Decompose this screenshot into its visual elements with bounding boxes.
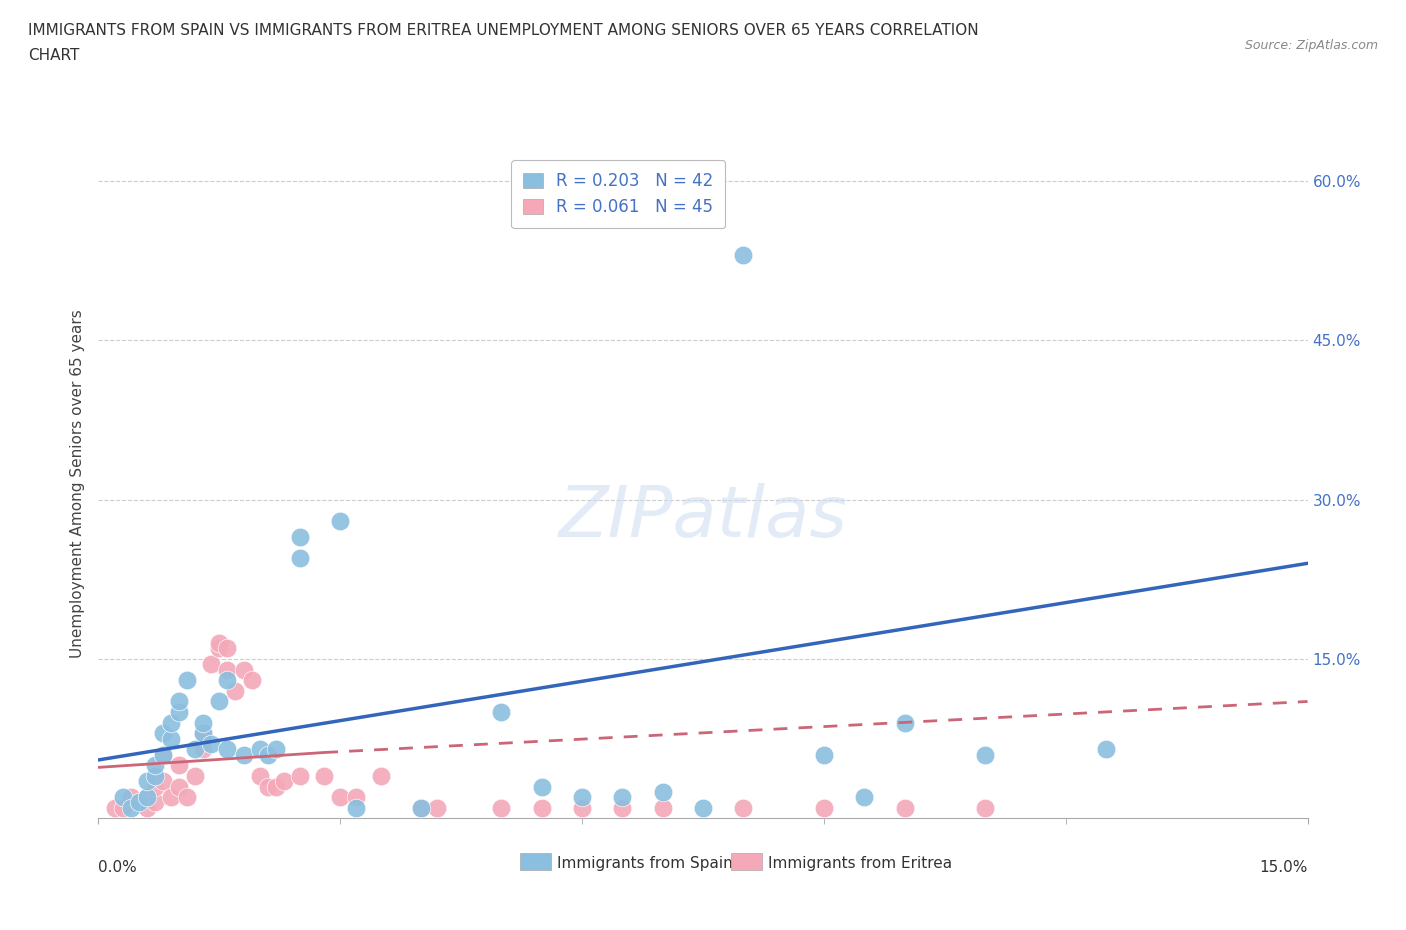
Point xyxy=(370,768,392,783)
Text: Source: ZipAtlas.com: Source: ZipAtlas.com xyxy=(1244,39,1378,52)
Point xyxy=(135,790,157,804)
Point xyxy=(974,801,997,816)
Point xyxy=(167,694,190,709)
Point xyxy=(152,726,174,741)
Point xyxy=(193,742,215,757)
Point xyxy=(612,790,634,804)
Point xyxy=(111,801,134,816)
Point xyxy=(176,790,198,804)
Point xyxy=(184,742,207,757)
Point xyxy=(256,747,278,762)
Point xyxy=(217,742,239,757)
Text: CHART: CHART xyxy=(28,48,80,63)
Point xyxy=(264,779,287,794)
Point xyxy=(217,641,239,656)
Point xyxy=(813,747,835,762)
Point xyxy=(167,779,190,794)
Point xyxy=(232,662,254,677)
Point xyxy=(160,715,183,730)
Point xyxy=(893,801,915,816)
Point xyxy=(329,513,352,528)
Text: Immigrants from Spain: Immigrants from Spain xyxy=(557,856,733,870)
Text: IMMIGRANTS FROM SPAIN VS IMMIGRANTS FROM ERITREA UNEMPLOYMENT AMONG SENIORS OVER: IMMIGRANTS FROM SPAIN VS IMMIGRANTS FROM… xyxy=(28,23,979,38)
Point xyxy=(651,801,673,816)
Point xyxy=(530,779,553,794)
Point xyxy=(288,551,311,565)
Point xyxy=(426,801,449,816)
Point xyxy=(152,747,174,762)
Point xyxy=(733,801,755,816)
Point xyxy=(184,768,207,783)
Point xyxy=(135,790,157,804)
Text: ZIPatlas: ZIPatlas xyxy=(558,483,848,551)
Point xyxy=(143,795,166,810)
Point xyxy=(160,790,183,804)
Point xyxy=(249,768,271,783)
Point xyxy=(571,790,593,804)
Point xyxy=(813,801,835,816)
Legend: R = 0.203   N = 42, R = 0.061   N = 45: R = 0.203 N = 42, R = 0.061 N = 45 xyxy=(512,161,725,228)
Point xyxy=(200,737,222,751)
Point xyxy=(103,801,125,816)
Point xyxy=(240,672,263,687)
Point xyxy=(612,801,634,816)
Point xyxy=(491,801,513,816)
Point xyxy=(264,742,287,757)
Point xyxy=(193,715,215,730)
Point xyxy=(217,672,239,687)
Point xyxy=(344,801,367,816)
Point xyxy=(249,742,271,757)
Text: 15.0%: 15.0% xyxy=(1260,860,1308,875)
Point xyxy=(288,768,311,783)
Point xyxy=(193,726,215,741)
Point xyxy=(143,758,166,773)
Point xyxy=(135,801,157,816)
Point xyxy=(974,747,997,762)
Text: 0.0%: 0.0% xyxy=(98,860,138,875)
Point xyxy=(160,731,183,746)
Point xyxy=(530,801,553,816)
Point xyxy=(208,641,231,656)
Point xyxy=(120,790,142,804)
Point xyxy=(120,801,142,816)
Point xyxy=(733,247,755,262)
Point xyxy=(853,790,876,804)
Point xyxy=(143,768,166,783)
Point xyxy=(692,801,714,816)
Point xyxy=(256,779,278,794)
Point xyxy=(217,662,239,677)
Point xyxy=(409,801,432,816)
Point xyxy=(208,635,231,650)
Point xyxy=(200,657,222,671)
Point xyxy=(314,768,336,783)
Point xyxy=(193,726,215,741)
Point xyxy=(128,795,150,810)
Text: Immigrants from Eritrea: Immigrants from Eritrea xyxy=(768,856,952,870)
Point xyxy=(273,774,295,789)
Point xyxy=(651,784,673,799)
Point xyxy=(167,705,190,720)
Point xyxy=(135,774,157,789)
Point xyxy=(208,694,231,709)
Point xyxy=(152,774,174,789)
Point xyxy=(571,801,593,816)
Point xyxy=(152,747,174,762)
Point xyxy=(344,790,367,804)
Point xyxy=(176,672,198,687)
Point xyxy=(111,790,134,804)
Point xyxy=(329,790,352,804)
Point xyxy=(128,795,150,810)
Point xyxy=(224,684,246,698)
Point xyxy=(409,801,432,816)
Point xyxy=(232,747,254,762)
Point xyxy=(1095,742,1118,757)
Point xyxy=(288,529,311,544)
Point xyxy=(491,705,513,720)
Y-axis label: Unemployment Among Seniors over 65 years: Unemployment Among Seniors over 65 years xyxy=(70,309,86,658)
Point xyxy=(893,715,915,730)
Point xyxy=(167,758,190,773)
Point xyxy=(143,779,166,794)
